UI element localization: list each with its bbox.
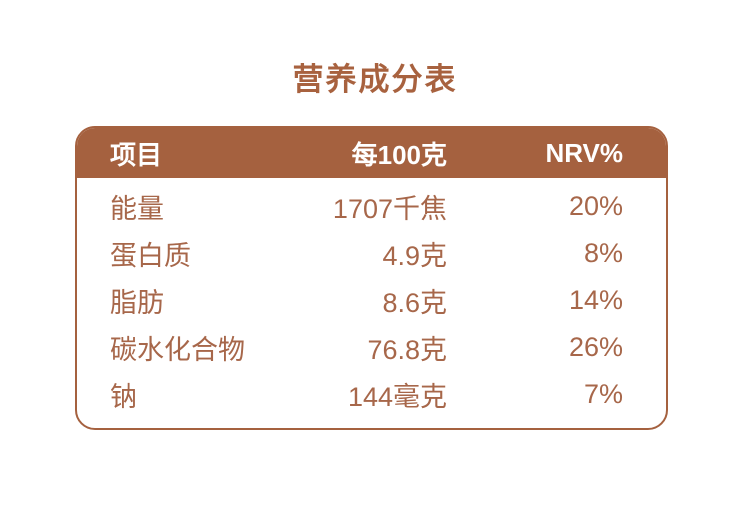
header-item-column: 项目 (110, 139, 163, 170)
table-row: 钠 144毫克 7% (77, 371, 666, 418)
row-nrv-value: 20% (568, 191, 623, 221)
row-item-label: 脂肪 (110, 288, 164, 318)
row-item-label: 碳水化合物 (110, 335, 245, 365)
table-body: 能量 1707千焦 20% 蛋白质 4.9克 8% 脂肪 8.6克 14% 碳水… (77, 178, 666, 428)
row-per-100g-value: 76.8克 (367, 335, 447, 365)
row-item-label: 钠 (110, 382, 137, 412)
row-nrv-value: 14% (568, 285, 623, 315)
row-per-100g-value: 8.6克 (382, 288, 447, 318)
header-per-100g-column: 每100克 (351, 139, 447, 170)
row-per-100g-value: 4.9克 (382, 241, 447, 271)
table-row: 蛋白质 4.9克 8% (77, 230, 666, 277)
row-item-label: 蛋白质 (110, 241, 191, 271)
row-nrv-value: 8% (583, 238, 623, 268)
row-item-label: 能量 (110, 194, 164, 224)
table-header-row: 项目 每100克 NRV% (77, 128, 666, 178)
nutrition-table-title: 营养成分表 (292, 62, 458, 97)
nutrition-table: 项目 每100克 NRV% 能量 1707千焦 20% 蛋白质 4.9克 8% … (75, 126, 668, 430)
row-nrv-value: 7% (583, 379, 623, 409)
row-nrv-value: 26% (568, 332, 623, 362)
row-per-100g-value: 1707千焦 (332, 194, 447, 224)
table-row: 能量 1707千焦 20% (77, 183, 666, 230)
table-row: 碳水化合物 76.8克 26% (77, 324, 666, 371)
header-nrv-column: NRV% (545, 137, 623, 168)
table-row: 脂肪 8.6克 14% (77, 277, 666, 324)
row-per-100g-value: 144毫克 (347, 382, 447, 412)
